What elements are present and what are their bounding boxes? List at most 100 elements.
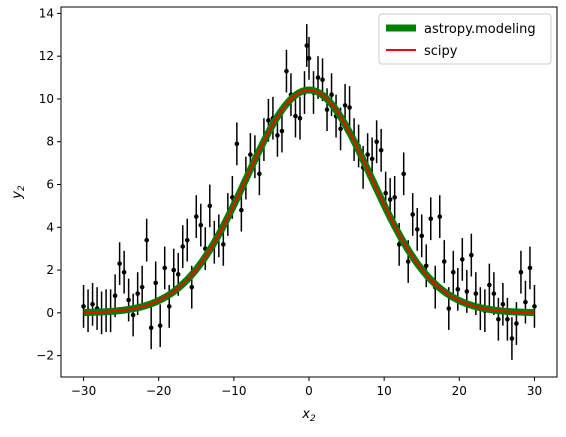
data-point xyxy=(518,269,524,275)
x-axis-label: x2 xyxy=(301,407,316,424)
data-point xyxy=(184,237,190,243)
x-tick-label: −10 xyxy=(221,384,246,398)
data-point xyxy=(378,147,384,153)
y-tick-label: 14 xyxy=(39,6,54,20)
data-point xyxy=(487,282,492,288)
data-point xyxy=(193,214,199,219)
data-point xyxy=(266,118,271,123)
x-axis-ticks: −30 −20 −10 0 10 20 30 xyxy=(71,377,542,398)
data-point xyxy=(198,222,204,228)
legend-box xyxy=(378,13,552,65)
data-point xyxy=(414,227,420,232)
data-point xyxy=(189,284,195,290)
data-point xyxy=(455,287,461,292)
y-axis-label-subscript: 2 xyxy=(17,185,27,191)
data-point xyxy=(383,190,388,196)
legend: astropy.modeling scipy xyxy=(378,13,552,65)
data-point xyxy=(392,195,397,200)
data-point xyxy=(166,304,172,309)
data-point xyxy=(320,77,325,83)
data-point xyxy=(428,216,434,222)
data-point xyxy=(342,103,348,108)
data-point xyxy=(450,269,456,275)
x-tick-label: 20 xyxy=(452,384,467,398)
data-point xyxy=(509,336,515,341)
data-point xyxy=(248,152,253,157)
x-tick-label: −30 xyxy=(71,384,96,398)
data-point xyxy=(162,265,168,271)
data-point xyxy=(324,107,330,112)
data-point xyxy=(126,297,131,303)
data-point xyxy=(257,171,262,177)
y-tick-label: 12 xyxy=(39,49,54,63)
y-tick-label: 2 xyxy=(46,263,54,277)
data-point xyxy=(121,269,127,275)
data-point xyxy=(369,156,375,162)
fit-curve-layer xyxy=(81,86,537,317)
y-tick-label: 0 xyxy=(46,306,54,320)
data-point xyxy=(460,257,465,262)
x-tick-label: 10 xyxy=(377,384,392,398)
data-point xyxy=(527,265,533,271)
data-point xyxy=(491,291,497,296)
data-point xyxy=(401,171,406,177)
marker-layer xyxy=(81,43,537,341)
data-point xyxy=(347,105,352,110)
data-point xyxy=(180,244,186,249)
data-point xyxy=(90,301,95,307)
data-point xyxy=(473,291,479,296)
y-tick-label: 4 xyxy=(46,220,54,234)
data-point xyxy=(505,316,510,322)
data-point xyxy=(239,207,244,213)
legend-label-scipy: scipy xyxy=(424,44,458,59)
data-point xyxy=(117,261,122,266)
data-point xyxy=(139,284,145,290)
data-point xyxy=(514,321,519,326)
data-point xyxy=(464,289,470,294)
data-point xyxy=(148,325,154,331)
y-tick-label: 6 xyxy=(46,178,54,192)
data-point xyxy=(419,233,425,239)
y-axis-ticks: −2 0 2 4 6 8 10 12 14 xyxy=(36,6,61,363)
x-tick-label: 0 xyxy=(305,384,313,398)
y-axis-label: y2 xyxy=(10,185,27,200)
legend-label-astropy: astropy.modeling xyxy=(424,22,536,37)
data-point xyxy=(234,141,240,147)
data-point xyxy=(284,68,289,74)
x-tick-label: −20 xyxy=(146,384,171,398)
data-point xyxy=(469,252,474,258)
data-point xyxy=(405,259,411,264)
data-point xyxy=(304,43,310,48)
data-point xyxy=(410,212,416,217)
x-axis-label-subscript: 2 xyxy=(310,414,316,424)
data-point xyxy=(374,139,379,145)
data-point xyxy=(144,237,149,243)
data-point xyxy=(279,128,285,134)
y-tick-label: −2 xyxy=(36,349,54,363)
data-point xyxy=(446,306,452,311)
data-point xyxy=(153,280,158,286)
data-point xyxy=(306,56,312,61)
data-point xyxy=(112,293,118,299)
data-point xyxy=(135,291,140,296)
data-point xyxy=(523,299,528,305)
data-point xyxy=(297,115,303,121)
data-point xyxy=(496,316,501,322)
data-point xyxy=(338,126,343,132)
data-point xyxy=(130,312,136,318)
data-point xyxy=(157,323,163,328)
data-point xyxy=(81,304,86,309)
data-point xyxy=(423,263,429,269)
data-point xyxy=(441,259,447,264)
data-point xyxy=(387,197,393,202)
y-tick-label: 10 xyxy=(39,92,54,106)
data-point xyxy=(175,272,181,277)
data-point xyxy=(437,214,443,219)
data-point xyxy=(500,301,506,307)
data-point xyxy=(365,152,370,157)
data-point xyxy=(207,203,213,209)
data-point xyxy=(293,113,298,119)
scipy-fit-curve xyxy=(83,88,535,314)
data-point xyxy=(329,92,334,97)
